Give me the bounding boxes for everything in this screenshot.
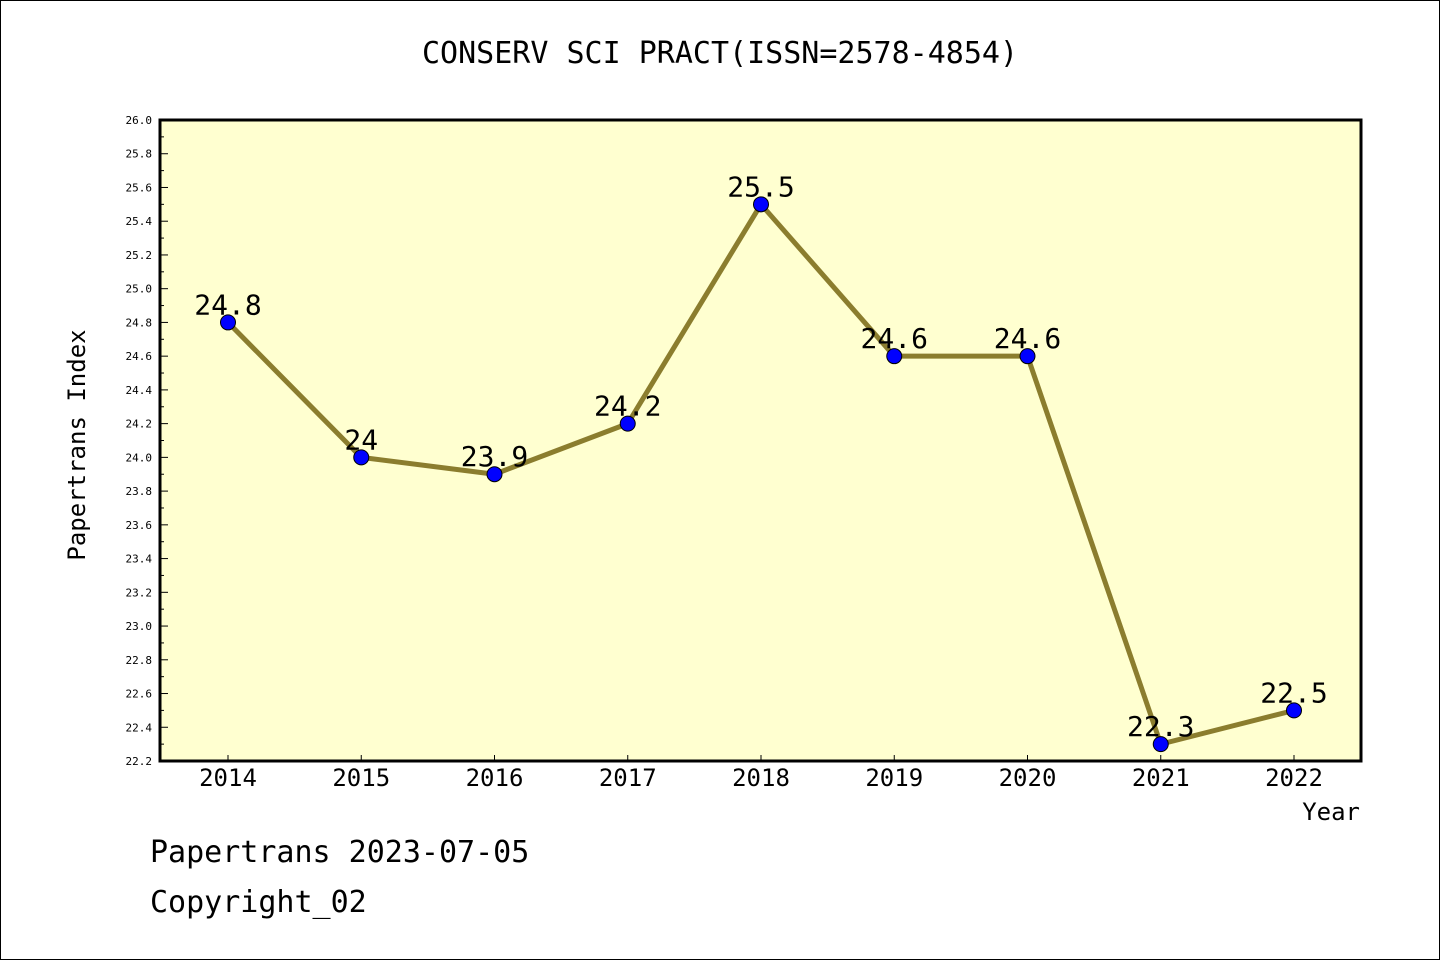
x-tick-label: 2022: [1265, 764, 1323, 792]
y-tick-label: 22.6: [126, 688, 153, 701]
data-label: 24.6: [994, 322, 1061, 355]
data-label: 22.3: [1127, 710, 1194, 743]
data-point-marker: [1019, 348, 1036, 365]
x-tick-label: 2014: [199, 764, 257, 792]
y-axis-label: Papertrans Index: [63, 329, 91, 560]
data-point-marker: [486, 466, 503, 483]
footer-date-stamp: Papertrans 2023-07-05: [150, 835, 530, 870]
data-label: 24.8: [194, 288, 261, 321]
series-layer: 24.8 24 23.9 24.2 25.5 24.6 24.6 22.3 22.5: [194, 170, 1328, 753]
x-tick-label: 2016: [466, 764, 524, 792]
data-point-marker: [619, 415, 636, 432]
x-tick-label: 2015: [332, 764, 390, 792]
plot-area: [160, 120, 1361, 761]
y-tick-label: 24.4: [126, 384, 153, 397]
y-tick-label: 25.2: [126, 249, 153, 262]
y-tick-label: 23.8: [126, 485, 153, 498]
data-point-marker: [753, 196, 769, 213]
x-tick-label: 2018: [732, 764, 790, 792]
y-tick-label: 25.4: [126, 215, 153, 228]
data-point-marker: [220, 314, 236, 331]
data-label: 25.5: [727, 170, 794, 203]
x-tick-label: 2021: [1132, 764, 1190, 792]
y-tick-label: 24.8: [126, 316, 153, 329]
y-tick-label: 24.2: [126, 418, 153, 431]
y-tick-label: 23.2: [126, 586, 153, 599]
y-tick-label: 24.0: [126, 451, 153, 464]
y-tick-label: 23.6: [126, 519, 153, 532]
y-tick-label: 23.4: [126, 553, 153, 566]
x-tick-label: 2019: [865, 764, 923, 792]
y-tick-label: 25.0: [126, 283, 153, 296]
x-tick-label: 2017: [599, 764, 657, 792]
x-axis-label: Year: [1302, 798, 1360, 826]
data-point-marker: [886, 348, 903, 365]
y-tick-label: 22.8: [126, 654, 153, 667]
y-tick-label: 25.6: [126, 181, 153, 194]
data-point-marker: [1152, 736, 1169, 753]
footer-copyright: Copyright_02: [150, 885, 367, 920]
x-tick-label: 2020: [999, 764, 1057, 792]
data-label: 24.6: [861, 322, 928, 355]
data-point-marker: [353, 449, 370, 466]
data-label: 24: [344, 423, 378, 456]
y-tick-label: 26.0: [126, 114, 153, 127]
data-label: 22.5: [1260, 676, 1327, 709]
y-tick-label: 22.2: [126, 755, 153, 768]
y-tick-label: 25.8: [126, 148, 153, 161]
y-tick-label: 24.6: [126, 350, 153, 363]
plot-border: [158, 118, 1363, 763]
y-tick-label: 22.4: [126, 721, 153, 734]
data-label: 23.9: [461, 440, 528, 473]
x-axis-ticks: 2014 2015 2016 2017 2018 2019 2020 2021 2022: [199, 755, 1323, 792]
data-label: 24.2: [594, 390, 661, 423]
data-point-marker: [1286, 702, 1302, 719]
y-tick-label: 23.0: [126, 620, 153, 633]
chart-title: CONSERV SCI PRACT(ISSN=2578-4854): [421, 36, 1019, 71]
